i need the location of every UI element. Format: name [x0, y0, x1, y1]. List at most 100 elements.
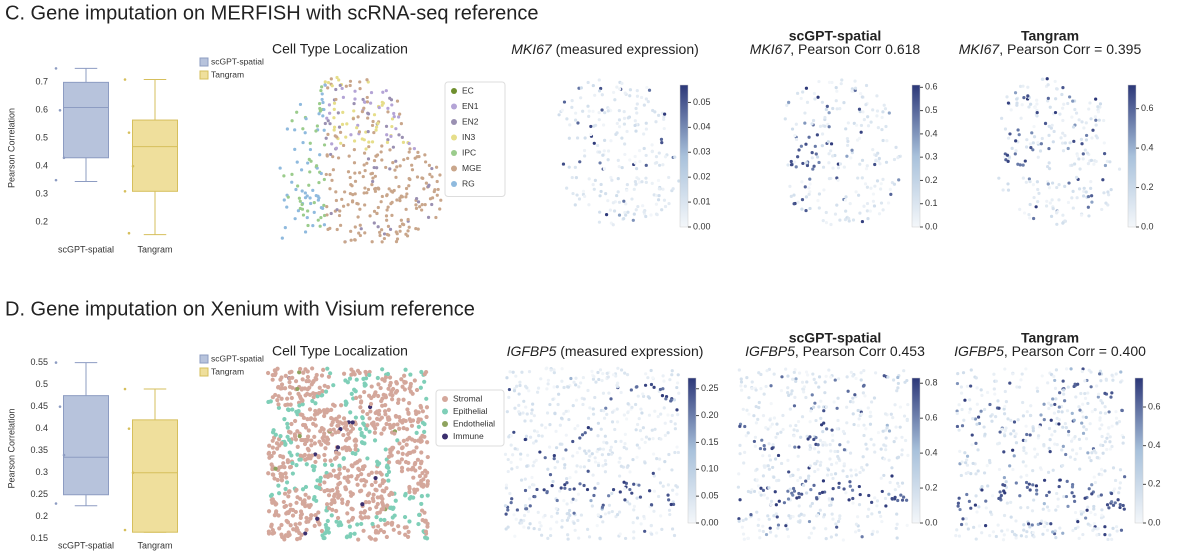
cell-dot	[403, 532, 408, 537]
expression-dot	[1083, 396, 1088, 400]
expression-dot	[762, 392, 766, 396]
cell-dot	[355, 522, 360, 527]
cell-dot	[391, 386, 396, 392]
expression-dot	[741, 407, 745, 411]
expression-dot	[589, 124, 593, 129]
expression-dot	[571, 404, 575, 408]
expression-dot	[1005, 153, 1010, 157]
cell-dot	[369, 470, 374, 475]
expression-dot	[663, 433, 667, 438]
colorbar	[679, 84, 689, 228]
cell-dot	[402, 387, 407, 392]
cell-dot	[399, 377, 404, 382]
expression-dot	[874, 158, 878, 162]
expression-dot	[1047, 401, 1051, 405]
expression-dot	[1107, 506, 1111, 510]
cell-dot	[365, 78, 369, 82]
cell-dot	[394, 127, 398, 131]
cell-dot	[341, 143, 346, 148]
cell-dot	[288, 402, 293, 407]
expression-dot	[511, 453, 515, 457]
expression-dot	[597, 118, 601, 122]
expression-dot	[638, 495, 643, 499]
cell-dot	[343, 487, 349, 492]
expression-dot	[831, 487, 835, 491]
expression-dot	[1019, 116, 1023, 120]
expression-dot	[616, 177, 620, 181]
expression-dot	[767, 517, 771, 521]
expression-dot	[781, 427, 785, 432]
expression-dot	[829, 449, 833, 453]
cell-dot	[395, 237, 400, 241]
expression-dot	[1086, 505, 1090, 509]
data-point	[54, 67, 58, 70]
expression-dot	[869, 186, 873, 190]
expression-dot	[1045, 77, 1049, 81]
expression-dot	[1024, 535, 1028, 539]
cell-dot	[353, 389, 358, 394]
expression-dot	[993, 392, 997, 396]
expression-dot	[593, 395, 597, 400]
expression-dot	[794, 137, 799, 142]
cell-dot	[418, 405, 424, 410]
expression-dot	[776, 523, 781, 527]
cell-dot	[340, 500, 345, 505]
expression-dot	[827, 125, 831, 129]
expression-dot	[1003, 491, 1007, 495]
expression-dot	[834, 533, 838, 537]
expression-dot	[879, 447, 883, 451]
expression-dot	[976, 448, 980, 452]
expression-dot	[578, 436, 582, 440]
cell-dot	[328, 428, 333, 433]
map-caption: , Pearson Corr 0.453	[795, 343, 925, 359]
expression-dot	[1070, 163, 1074, 167]
cell-dot	[335, 208, 339, 212]
cell-dot	[375, 422, 380, 427]
expression-dot	[659, 514, 663, 518]
expression-dot	[965, 463, 969, 467]
expression-dot	[845, 474, 849, 479]
cell-dot	[341, 95, 345, 99]
expression-dot	[582, 483, 586, 488]
expression-dot	[827, 177, 832, 181]
cell-dot	[395, 459, 400, 465]
cell-dot	[307, 157, 311, 161]
expression-dot	[1057, 405, 1061, 409]
expression-dot	[593, 456, 597, 460]
expression-dot	[642, 103, 646, 107]
expression-dot	[761, 524, 765, 528]
cell-dot	[398, 418, 403, 423]
cell-dot	[367, 416, 372, 421]
cell-dot	[404, 207, 408, 211]
expression-dot	[862, 204, 866, 208]
expression-dot	[814, 435, 818, 440]
cell-dot	[266, 531, 272, 536]
expression-dot	[737, 517, 741, 521]
expression-dot	[522, 399, 526, 403]
cell-dot	[328, 173, 332, 177]
cell-dot	[279, 478, 284, 483]
expression-dot	[591, 183, 595, 187]
expression-dot	[863, 394, 867, 398]
cell-dot	[334, 486, 340, 491]
expression-dot	[984, 524, 988, 528]
cell-dot	[341, 204, 346, 208]
expression-dot	[1049, 126, 1053, 130]
box	[63, 81, 109, 159]
cell-dot	[323, 121, 327, 126]
expression-dot	[1003, 389, 1007, 394]
expression-dot	[791, 515, 795, 519]
cell-dot	[283, 373, 288, 378]
expression-dot	[1098, 369, 1103, 373]
expression-dot	[655, 161, 659, 165]
cell-dot	[341, 371, 347, 376]
expression-dot	[808, 435, 812, 439]
cell-dot	[381, 529, 387, 535]
expression-dot	[622, 110, 626, 114]
cell-dot	[416, 227, 420, 231]
expression-dot	[972, 525, 976, 529]
legend-label: IPC	[462, 147, 476, 157]
expression-dot	[1045, 199, 1049, 203]
expression-dot	[955, 381, 960, 386]
cell-dot	[353, 89, 357, 93]
